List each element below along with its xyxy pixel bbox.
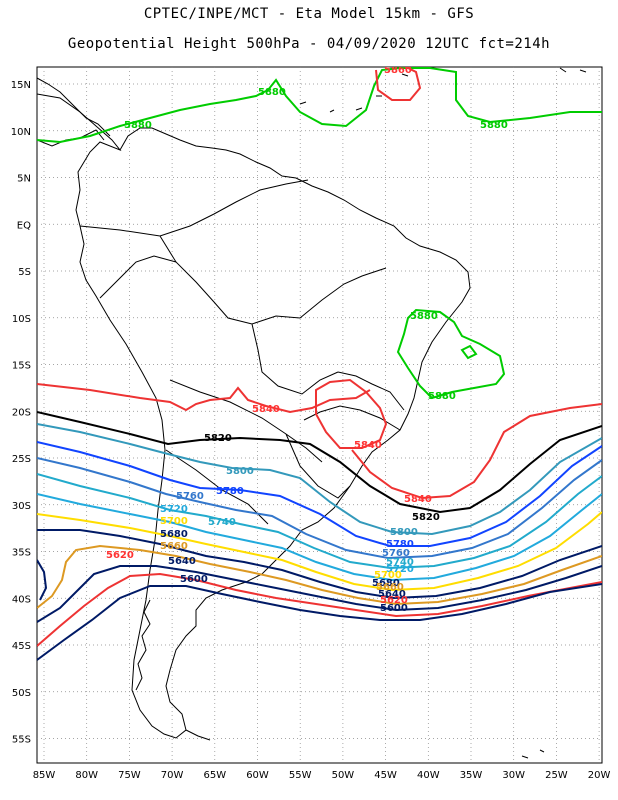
south-georgia-islands	[521, 749, 545, 759]
contour-5880-north	[37, 67, 602, 144]
contour-5820	[37, 411, 602, 514]
contour-5840-loop	[315, 378, 388, 449]
contour-labels: 5880 5880 5880 5880 5880 5860 5840 5840 …	[106, 65, 508, 614]
longitude-label: 85W	[33, 770, 56, 781]
contour-label: 5860	[384, 65, 412, 76]
south-america-coastline	[37, 93, 471, 739]
contour-5620	[37, 572, 602, 647]
contour-label: 5740	[208, 517, 236, 528]
latitude-label: EQ	[17, 220, 31, 231]
longitude-label: 30W	[502, 770, 525, 781]
contour-label: 5680	[160, 529, 188, 540]
longitude-label: 35W	[460, 770, 483, 781]
contour-label: 5680	[372, 578, 400, 589]
latitude-label: 20S	[12, 407, 31, 418]
caribbean-islands	[299, 67, 587, 113]
longitude-label: 45W	[374, 770, 397, 781]
contour-label: 5600	[380, 603, 408, 614]
contour-label: 5620	[106, 550, 134, 561]
latitude-label: 15N	[11, 80, 31, 91]
longitude-label: 75W	[118, 770, 141, 781]
latitude-label: 45S	[12, 641, 31, 652]
contour-5680	[37, 529, 602, 600]
latitude-label: 40S	[12, 594, 31, 605]
longitude-labels: 85W 80W 75W 70W 65W 60W 55W 50W 45W 40W 35W 30W 25W 2…	[33, 770, 611, 781]
contour-label: 5880	[410, 311, 438, 322]
latitude-label: 5N	[17, 174, 31, 185]
longitude-label: 80W	[75, 770, 98, 781]
contour-west-loop	[37, 559, 48, 601]
contour-5740	[37, 473, 602, 570]
contour-label: 5600	[180, 574, 208, 585]
contour-label: 5760	[176, 491, 204, 502]
longitude-label: 70W	[161, 770, 184, 781]
latitude-label: 30S	[12, 501, 31, 512]
contour-label: 5880	[124, 120, 152, 131]
contour-label: 5620	[380, 595, 408, 606]
chart-title-line-2: Geopotential Height 500hPa - 04/09/2020 …	[67, 36, 551, 52]
contour-5600	[37, 583, 602, 661]
contour-label: 5760	[382, 548, 410, 559]
latitude-label: 25S	[12, 454, 31, 465]
contour-5880-brazil	[396, 308, 506, 400]
contour-5640	[37, 565, 602, 623]
chart-title-line-1: CPTEC/INPE/MCT - Eta Model 15km - GFS	[143, 6, 475, 22]
latitude-labels: 15N 10N 5N EQ 5S 10S 15S 20S 25S 30S 35S 40S 45S 50S 5…	[11, 80, 31, 746]
contour-label: 5800	[390, 527, 418, 538]
contour-label: 5800	[226, 466, 254, 477]
latitude-label: 35S	[12, 548, 31, 559]
latitude-label: 50S	[12, 688, 31, 699]
contour-label: 5780	[216, 486, 244, 497]
contour-label: 5840	[252, 404, 280, 415]
longitude-label: 25W	[545, 770, 568, 781]
contour-label: 5820	[204, 433, 232, 444]
longitude-label: 55W	[289, 770, 312, 781]
contour-label: 5880	[480, 120, 508, 131]
contour-label: 5720	[386, 564, 414, 575]
latitude-label: 15S	[12, 361, 31, 372]
contour-label: 5640	[378, 589, 406, 600]
patagonia-fjords	[135, 599, 211, 741]
contour-label: 5700	[374, 570, 402, 581]
contour-5840	[37, 383, 371, 414]
latitude-label: 5S	[18, 267, 31, 278]
contour-label: 5820	[412, 512, 440, 523]
longitude-label: 40W	[417, 770, 440, 781]
contour-5720	[37, 493, 602, 582]
contour-5760	[37, 457, 602, 560]
contour-label: 5840	[404, 494, 432, 505]
contour-5840-south	[351, 403, 602, 500]
contour-label: 5640	[168, 556, 196, 567]
contour-label: 5740	[386, 557, 414, 568]
latitude-label: 10N	[11, 127, 31, 138]
contour-label: 5660	[376, 582, 404, 593]
contour-5860	[375, 67, 422, 101]
graticule	[37, 67, 602, 763]
latitude-label: 55S	[12, 735, 31, 746]
longitude-label: 20W	[588, 770, 611, 781]
longitude-label: 65W	[203, 770, 226, 781]
contour-label: 5880	[258, 87, 286, 98]
contour-5660	[37, 544, 602, 609]
longitude-label: 60W	[246, 770, 269, 781]
contour-5700	[37, 511, 602, 592]
map-frame	[36, 66, 603, 764]
contour-label: 5660	[160, 541, 188, 552]
latitude-label: 10S	[12, 314, 31, 325]
geopotential-contours	[37, 67, 602, 661]
contour-label: 5780	[386, 539, 414, 550]
contour-label: 5720	[160, 504, 188, 515]
contour-label: 5700	[160, 516, 188, 527]
contour-label: 5880	[428, 391, 456, 402]
longitude-label: 50W	[332, 770, 355, 781]
contour-5780	[37, 441, 602, 547]
contour-label: 5840	[354, 440, 382, 451]
contour-5800	[37, 423, 602, 536]
